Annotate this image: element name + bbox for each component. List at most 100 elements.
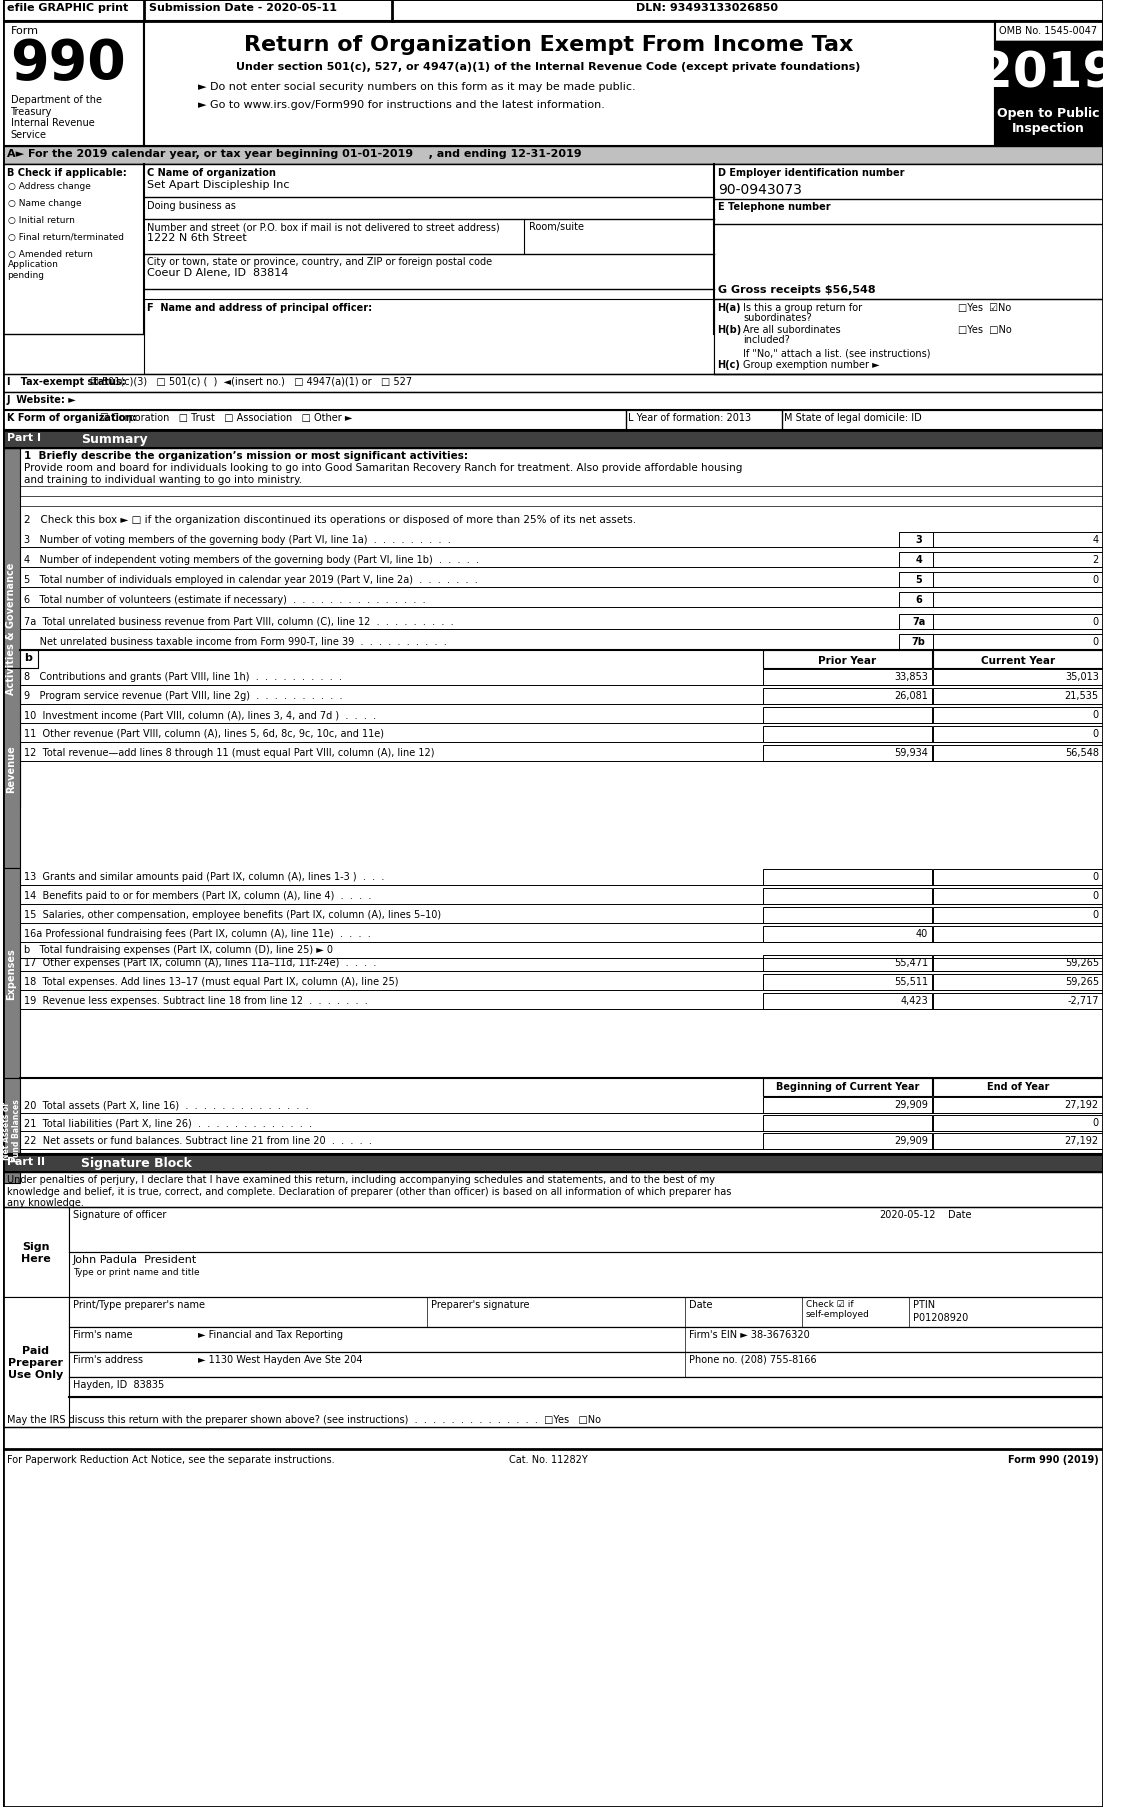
Text: 7a  Total unrelated business revenue from Part VIII, column (C), line 12  .  .  : 7a Total unrelated business revenue from… [24,616,454,627]
Text: John Padula  President: John Padula President [73,1254,198,1265]
Text: 33,853: 33,853 [894,672,928,681]
Text: 0: 0 [1093,1117,1099,1128]
Text: 26,081: 26,081 [894,690,928,701]
Text: May the IRS discuss this return with the preparer shown above? (see instructions: May the IRS discuss this return with the… [7,1415,601,1424]
Bar [763,994,933,1010]
Text: H(b): H(b) [717,325,741,334]
Text: Paid
Preparer
Use Only: Paid Preparer Use Only [8,1346,63,1379]
Text: ► 1130 West Hayden Ave Ste 204: ► 1130 West Hayden Ave Ste 204 [198,1353,362,1364]
Text: 59,265: 59,265 [1065,976,1099,987]
Text: H(a): H(a) [717,304,741,313]
Bar [934,974,1103,990]
Bar [763,651,933,669]
Text: 14  Benefits paid to or for members (Part IX, column (A), line 4)  .  .  .  .: 14 Benefits paid to or for members (Part… [24,891,371,900]
Text: 0: 0 [1093,616,1099,627]
Text: L Year of formation: 2013: L Year of formation: 2013 [628,412,752,423]
Text: -2,717: -2,717 [1067,996,1099,1005]
Text: Revenue: Revenue [7,744,17,793]
Text: D Employer identification number: D Employer identification number [718,168,904,177]
Text: 1  Briefly describe the organization’s mission or most significant activities:: 1 Briefly describe the organization’s mi… [24,450,469,461]
Bar [934,927,1103,943]
Text: subordinates?: subordinates? [743,313,812,323]
Text: Firm's address: Firm's address [73,1353,143,1364]
Bar [899,553,934,567]
Text: Number and street (or P.O. box if mail is not delivered to street address): Number and street (or P.O. box if mail i… [147,222,500,231]
Text: Department of the
Treasury
Internal Revenue
Service: Department of the Treasury Internal Reve… [10,96,102,139]
Text: Under penalties of perjury, I declare that I have examined this return, includin: Under penalties of perjury, I declare th… [7,1175,730,1207]
Text: ○ Address change: ○ Address change [8,183,90,192]
Text: ○ Final return/terminated: ○ Final return/terminated [8,233,123,242]
Text: Coeur D Alene, ID  83814: Coeur D Alene, ID 83814 [147,267,288,278]
Text: DLN: 93493133026850: DLN: 93493133026850 [636,4,778,13]
Text: Doing business as: Doing business as [147,201,236,211]
Text: ► Do not enter social security numbers on this form as it may be made public.: ► Do not enter social security numbers o… [198,81,636,92]
Text: Room/suite: Room/suite [528,222,584,231]
Text: 59,265: 59,265 [1065,958,1099,967]
Bar [763,907,933,923]
Text: 12  Total revenue—add lines 8 through 11 (must equal Part VIII, column (A), line: 12 Total revenue—add lines 8 through 11 … [24,748,435,757]
Text: Print/Type preparer's name: Print/Type preparer's name [73,1299,204,1310]
Text: Net unrelated business taxable income from Form 990-T, line 39  .  .  .  .  .  .: Net unrelated business taxable income fr… [24,636,447,647]
Text: b: b [24,652,32,663]
Text: 3: 3 [916,535,922,544]
Text: Is this a group return for: Is this a group return for [743,304,863,313]
Text: Provide room and board for individuals looking to go into Good Samaritan Recover: Provide room and board for individuals l… [24,463,743,484]
Bar [69,1328,1103,1352]
Bar [899,634,934,651]
Bar [69,1377,1103,1397]
Bar [763,1079,933,1097]
Text: 22  Net assets or fund balances. Subtract line 21 from line 20  .  .  .  .  .: 22 Net assets or fund balances. Subtract… [24,1135,373,1146]
Text: Type or print name and title: Type or print name and title [73,1267,200,1276]
Bar [145,300,714,374]
Bar [934,553,1103,567]
Bar [995,101,1103,146]
Text: ○ Name change: ○ Name change [8,199,81,208]
Text: Part I: Part I [7,432,41,443]
Text: G Gross receipts $56,548: G Gross receipts $56,548 [718,286,875,295]
Text: □Yes  ☑No: □Yes ☑No [957,304,1010,313]
Bar [2,430,1103,448]
Text: For Paperwork Reduction Act Notice, see the separate instructions.: For Paperwork Reduction Act Notice, see … [7,1455,334,1464]
Bar [934,994,1103,1010]
Text: 40: 40 [916,929,928,938]
Text: ► Financial and Tax Reporting: ► Financial and Tax Reporting [198,1330,342,1339]
Text: Summary: Summary [80,432,147,446]
Text: Net Assets or
Fund Balances: Net Assets or Fund Balances [2,1099,21,1162]
Text: E Telephone number: E Telephone number [718,202,831,211]
Text: Signature of officer: Signature of officer [73,1209,166,1220]
Bar [69,1207,1103,1252]
Text: Beginning of Current Year: Beginning of Current Year [776,1081,919,1091]
Text: 15  Salaries, other compensation, employee benefits (Part IX, column (A), lines : 15 Salaries, other compensation, employe… [24,909,441,920]
Bar [763,708,933,723]
Text: 0: 0 [1093,710,1099,719]
Text: 0: 0 [1093,728,1099,739]
Text: Form 990 (2019): Form 990 (2019) [1008,1455,1099,1464]
Text: efile GRAPHIC print: efile GRAPHIC print [7,4,128,13]
Bar [934,593,1103,607]
Bar [934,533,1103,548]
Bar [2,392,1103,410]
Text: End of Year: End of Year [987,1081,1049,1091]
Text: Preparer's signature: Preparer's signature [431,1299,530,1310]
Text: A► For the 2019 calendar year, or tax year beginning 01-01-2019    , and ending : A► For the 2019 calendar year, or tax ye… [7,148,581,159]
Bar [2,869,20,1079]
Text: 27,192: 27,192 [1065,1099,1099,1109]
Text: 10  Investment income (Part VIII, column (A), lines 3, 4, and 7d )  .  .  .  .: 10 Investment income (Part VIII, column … [24,710,376,719]
Text: Date: Date [948,1209,971,1220]
Bar [934,1115,1103,1131]
Text: 2: 2 [1093,555,1099,564]
Bar [763,1115,933,1131]
Bar [763,670,933,685]
Bar [934,1079,1103,1097]
Text: Firm's EIN ► 38-3676320: Firm's EIN ► 38-3676320 [689,1330,809,1339]
Text: 29,909: 29,909 [894,1135,928,1146]
Text: 0: 0 [1093,871,1099,882]
Text: I   Tax-exempt status:: I Tax-exempt status: [7,378,125,387]
Text: 16a Professional fundraising fees (Part IX, column (A), line 11e)  .  .  .  .: 16a Professional fundraising fees (Part … [24,929,371,938]
Text: 8   Contributions and grants (Part VIII, line 1h)  .  .  .  .  .  .  .  .  .  .: 8 Contributions and grants (Part VIII, l… [24,672,342,681]
Bar [2,0,1103,22]
Bar [934,726,1103,743]
Text: 29,909: 29,909 [894,1099,928,1109]
Text: Return of Organization Exempt From Income Tax: Return of Organization Exempt From Incom… [244,34,854,54]
Text: Sign
Here: Sign Here [21,1241,51,1263]
